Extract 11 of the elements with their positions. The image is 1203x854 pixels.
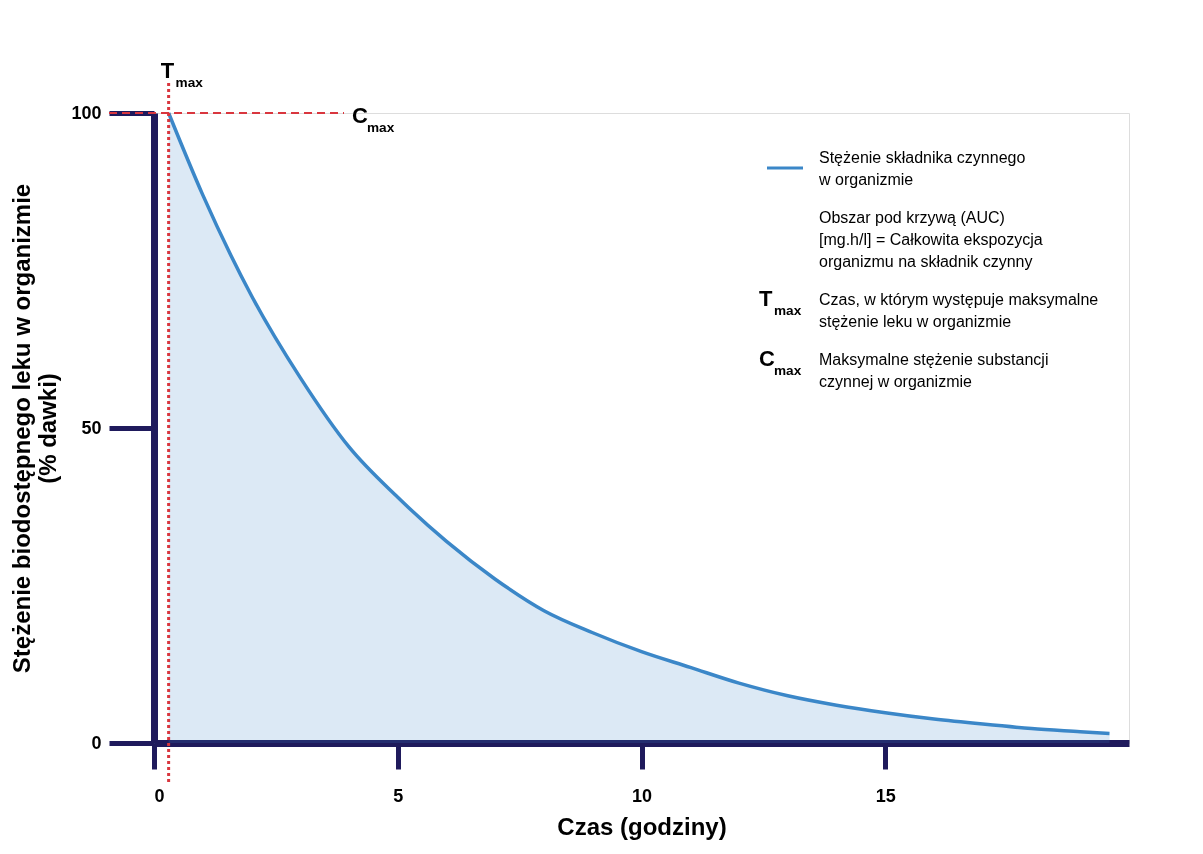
- x-tick-label: 5: [393, 785, 404, 806]
- x-tick-label: 10: [631, 785, 653, 806]
- y-tick-label: 100: [71, 102, 102, 123]
- legend-label: Stężenie składnika czynnego w organizmie: [818, 149, 1026, 188]
- y-axis-title: Stężenie biodostępnego leku w organizmie (% dawki): [8, 183, 62, 674]
- annotation: Obszar pod krzywą (AUC) [mg.h/l] = Całkowita ekspozycja organizmu na składnik czynny: [819, 209, 1043, 270]
- x-tick-label: 15: [875, 785, 896, 806]
- x-tick-label: 0: [154, 785, 165, 806]
- y-tick-label: 0: [91, 732, 102, 753]
- y-tick-label: 50: [81, 417, 102, 438]
- x-axis-title: Czas (godziny): [557, 812, 727, 840]
